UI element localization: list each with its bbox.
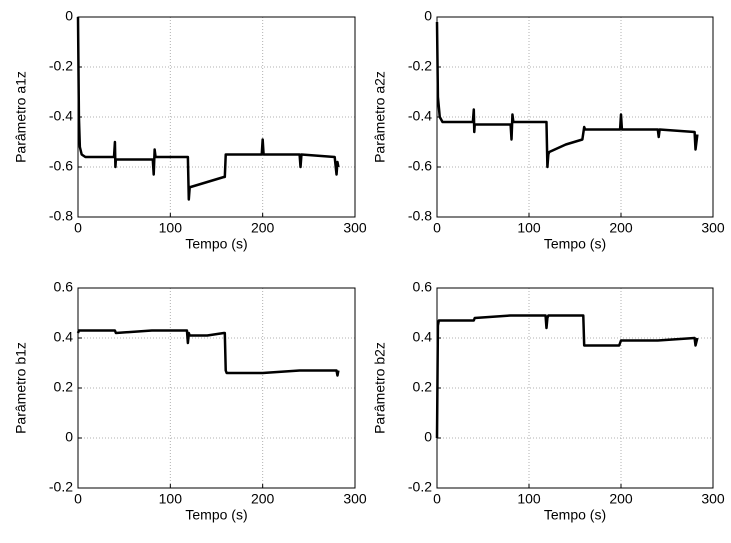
axes-box: [77, 16, 356, 218]
data-line: [76, 16, 340, 201]
x-tick-label: 200: [609, 491, 633, 507]
y-axis-label: Parâmetro a2z: [372, 71, 388, 163]
y-tick-label: 0.2: [54, 379, 74, 395]
x-tick-label: 300: [701, 491, 725, 507]
y-tick-label: -0.4: [408, 108, 432, 124]
y-axis-label: Parâmetro a1z: [13, 71, 29, 163]
x-tick-label: 300: [701, 220, 725, 236]
y-tick-label: 0.2: [413, 379, 433, 395]
x-tick-label: 100: [159, 491, 183, 507]
y-tick-label: -0.2: [49, 479, 73, 495]
data-line: [435, 21, 699, 169]
y-tick-label: -0.6: [408, 158, 432, 174]
x-tick-label: 0: [74, 220, 82, 236]
x-tick-label: 200: [251, 491, 275, 507]
x-axis-label: Tempo (s): [185, 236, 247, 252]
y-axis-label: Parâmetro b1z: [13, 342, 29, 434]
y-tick-label: 0.4: [413, 329, 433, 345]
y-tick-label: 0: [424, 8, 432, 24]
axes-box: [77, 287, 356, 489]
y-tick-label: -0.4: [49, 108, 73, 124]
y-tick-label: 0: [424, 429, 432, 445]
y-tick-label: 0.6: [413, 279, 433, 295]
x-tick-label: 200: [609, 220, 633, 236]
x-tick-label: 100: [517, 220, 541, 236]
x-tick-label: 0: [74, 491, 82, 507]
data-line: [76, 329, 340, 377]
y-tick-label: -0.8: [49, 208, 73, 224]
y-tick-label: 0: [65, 8, 73, 24]
y-tick-label: -0.2: [408, 58, 432, 74]
y-tick-label: 0.4: [54, 329, 74, 345]
x-tick-label: 0: [433, 220, 441, 236]
x-tick-label: 300: [343, 491, 367, 507]
y-axis-label: Parâmetro b2z: [372, 342, 388, 434]
y-tick-label: 0: [65, 429, 73, 445]
y-tick-label: -0.2: [49, 58, 73, 74]
x-axis-label: Tempo (s): [185, 507, 247, 523]
x-axis-label: Tempo (s): [544, 236, 606, 252]
y-tick-label: -0.6: [49, 158, 73, 174]
x-tick-label: 200: [251, 220, 275, 236]
x-tick-label: 300: [343, 220, 367, 236]
x-tick-label: 100: [159, 220, 183, 236]
axes-box: [436, 16, 714, 218]
data-line: [435, 314, 699, 439]
x-tick-label: 100: [517, 491, 541, 507]
y-tick-label: -0.2: [408, 479, 432, 495]
y-tick-label: 0.6: [54, 279, 74, 295]
axes-box: [436, 287, 714, 489]
x-axis-label: Tempo (s): [544, 507, 606, 523]
y-tick-label: -0.8: [408, 208, 432, 224]
x-tick-label: 0: [433, 491, 441, 507]
